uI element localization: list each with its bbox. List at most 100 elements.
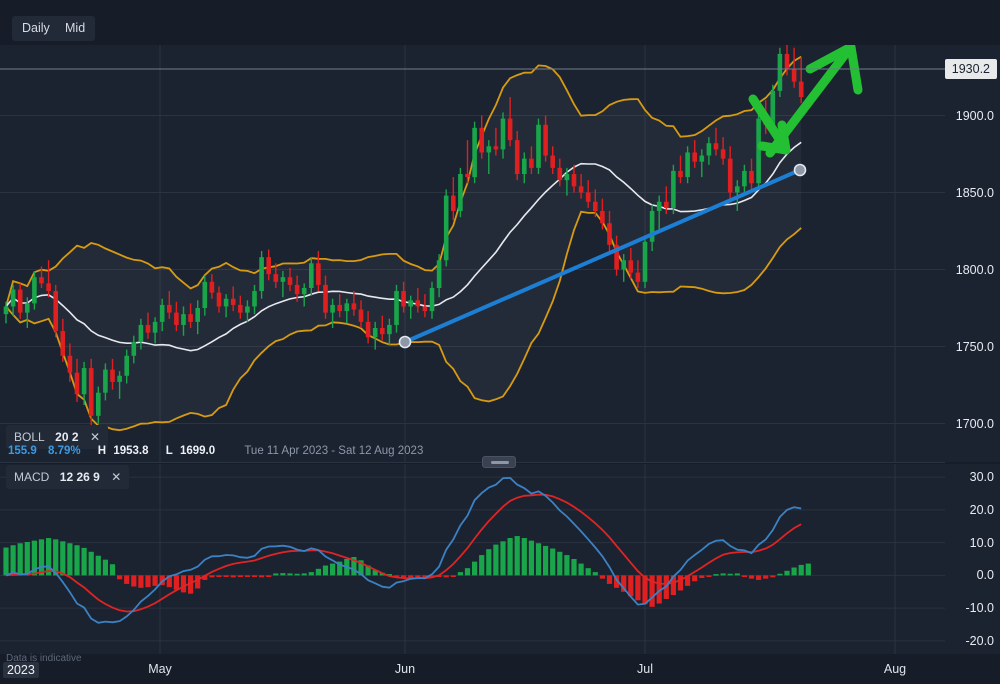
candle-body (557, 167, 563, 181)
boll-indicator-legend[interactable]: BOLL 20 2 ✕ (6, 425, 109, 449)
macd-histogram-bar (358, 560, 364, 576)
candle-body (323, 284, 328, 313)
candlestick-series (3, 32, 804, 426)
price-axis-label: 1850.0 (955, 185, 994, 200)
trendline-segment[interactable] (403, 168, 802, 344)
trendline-handle-start[interactable] (398, 335, 412, 349)
macd-histogram-bar (95, 555, 101, 576)
price-axis[interactable]: 1950.01900.01850.01800.01750.01700.01930… (944, 0, 1000, 462)
macd-axis[interactable]: 30.0 20.0 10.0 0.0 -10.0 -20.0 (945, 464, 1000, 654)
macd-histogram-bar (784, 570, 790, 576)
tab-mid[interactable]: Mid (55, 16, 96, 41)
macd-label: MACD (14, 470, 50, 484)
candle-body (685, 152, 690, 178)
candle-body (735, 186, 740, 193)
candle-body (749, 170, 754, 184)
candle-body (17, 289, 23, 313)
panel-resize-handle[interactable] (482, 456, 516, 468)
macd-histogram-bar (514, 536, 520, 576)
macd-histogram-bar (805, 563, 811, 576)
macd-histogram-bar (578, 563, 584, 576)
macd-histogram-bar (621, 575, 627, 592)
macd-histogram-bar (173, 575, 179, 590)
macd-histogram-bar (706, 575, 712, 577)
macd-histogram-bar (557, 551, 563, 576)
macd-indicator-legend[interactable]: MACD 12 26 9 ✕ (6, 465, 130, 489)
candle-body (159, 304, 165, 322)
candle-body (25, 303, 30, 313)
candle-body (60, 331, 66, 356)
tab-daily[interactable]: Daily (12, 16, 60, 41)
close-icon[interactable]: ✕ (111, 470, 122, 484)
candle-body (124, 355, 129, 376)
macd-histogram-bar (74, 545, 80, 576)
arrow-annotation[interactable] (748, 42, 863, 158)
current-price-badge[interactable]: 1930.2 (944, 58, 997, 79)
macd-histogram-bar (770, 575, 776, 578)
macd-histogram-bar (202, 575, 208, 580)
macd-histogram-bar (67, 543, 73, 576)
macd-histogram-bar (464, 568, 471, 576)
macd-histogram-bar (301, 573, 307, 576)
macd-histogram-bar (734, 573, 740, 576)
macd-histogram-bar (635, 575, 641, 601)
candle-body (777, 53, 783, 91)
candle-body (514, 140, 520, 175)
macd-histogram-bar (606, 575, 613, 584)
time-axis[interactable]: 2023 May Jun Jul Aug (0, 654, 1000, 684)
macd-axis-label: -20.0 (965, 633, 995, 648)
candle-body (3, 306, 9, 315)
candle-body (131, 341, 137, 356)
macd-histogram-bar (124, 575, 130, 584)
candle-body (465, 174, 470, 178)
macd-histogram-bar (457, 572, 463, 576)
trendline-annotation[interactable] (398, 163, 807, 349)
macd-histogram-bar (748, 575, 755, 579)
boll-label: BOLL (14, 430, 45, 444)
macd-axis-label: 30.0 (969, 470, 994, 485)
candle-body (280, 277, 286, 282)
candle-body (692, 152, 697, 162)
macd-histogram-bar (31, 540, 37, 576)
macd-histogram-bar (528, 540, 534, 576)
candle-body (337, 304, 342, 312)
macd-histogram-bar (230, 575, 236, 578)
close-icon[interactable]: ✕ (89, 430, 101, 444)
macd-histogram-bar (131, 575, 137, 587)
low-value: 1699.0 (179, 445, 216, 457)
candle-body (365, 321, 371, 338)
up-arrow-icon[interactable] (805, 42, 863, 95)
up-arrow-icon[interactable] (765, 43, 855, 158)
candle-body (167, 304, 172, 313)
candle-body (152, 321, 158, 333)
candle-body (678, 170, 683, 178)
candle-body (32, 277, 37, 304)
low-label: L (165, 445, 173, 457)
macd-histogram-bar (294, 573, 300, 576)
macd-histogram-bar (535, 543, 542, 576)
macd-histogram-bar (266, 575, 272, 577)
macd-histogram-bar (741, 575, 747, 578)
macd-chart-panel[interactable] (0, 464, 945, 654)
price-chart-panel[interactable] (0, 0, 945, 462)
candle-body (74, 372, 80, 395)
macd-histogram-bar (315, 568, 321, 576)
macd-histogram-bar (699, 575, 705, 578)
macd-histogram-bar (720, 573, 726, 576)
macd-histogram-bar (763, 575, 769, 579)
candle-body (443, 195, 449, 261)
candle-body (103, 369, 108, 393)
candle-body (720, 149, 726, 159)
macd-histogram-bar (109, 564, 116, 576)
macd-histogram-bar (138, 575, 144, 588)
candle-body (46, 283, 51, 292)
macd-histogram-bar (756, 575, 762, 580)
macd-axis-label: 20.0 (969, 502, 994, 517)
candle-body (252, 291, 257, 307)
candle-body (344, 303, 350, 312)
trendline-handle-end[interactable] (793, 163, 807, 177)
macd-histogram-bar (322, 565, 329, 576)
macd-signal-line (5, 493, 802, 613)
candle-body (550, 155, 555, 168)
candle-body (238, 304, 243, 313)
